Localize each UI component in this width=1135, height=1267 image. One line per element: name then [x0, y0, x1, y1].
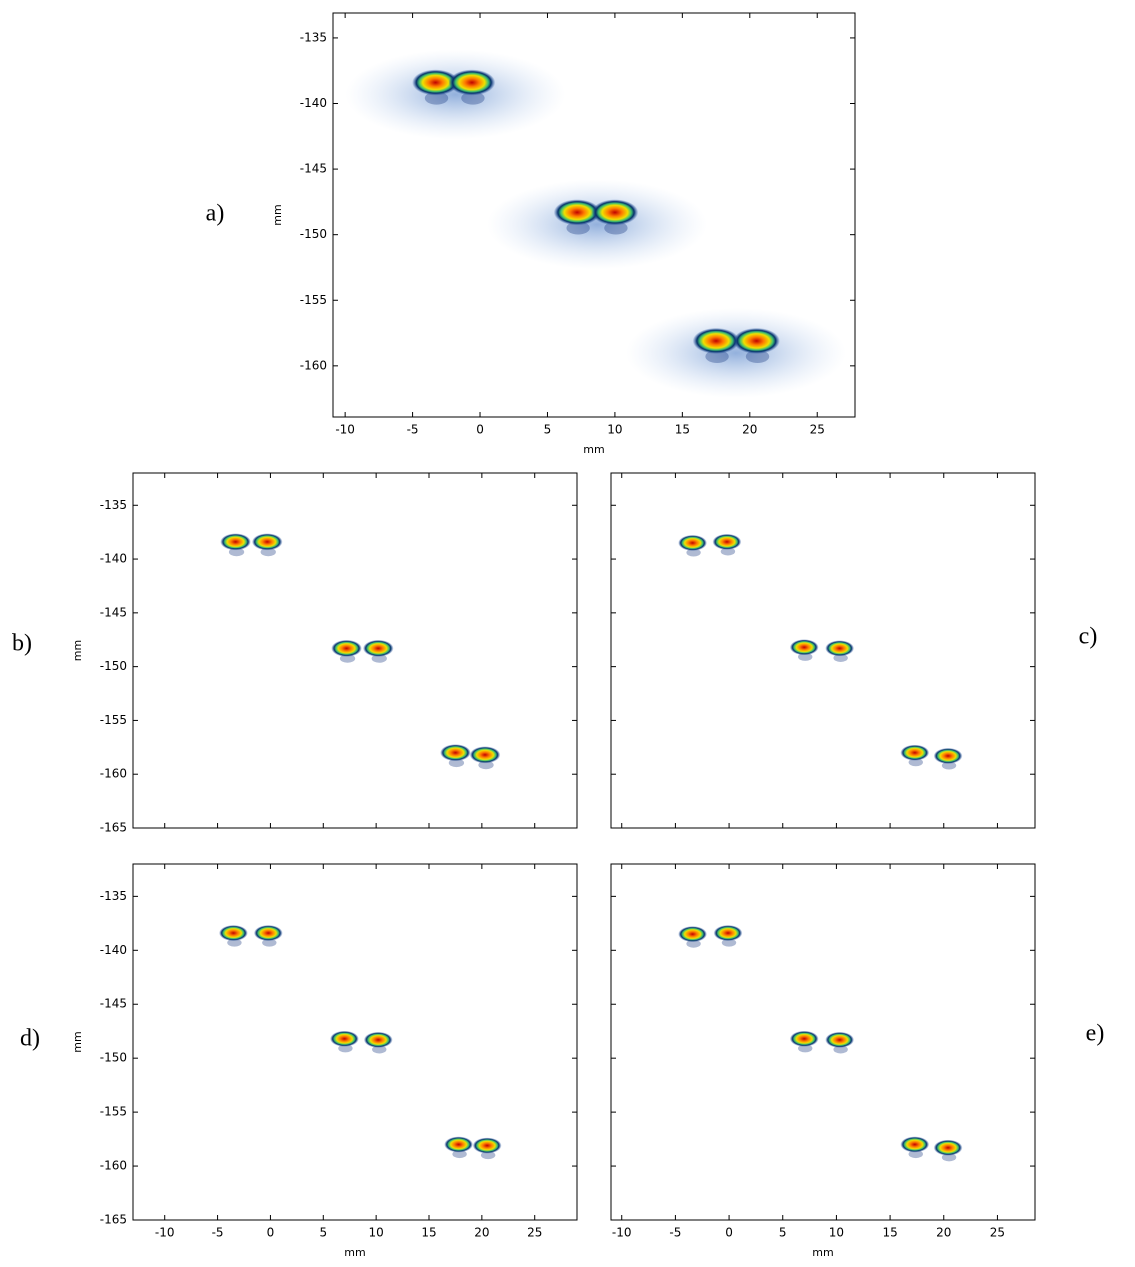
x-tick-label: 5: [544, 423, 552, 437]
spot: [713, 925, 743, 942]
spot: [253, 925, 283, 942]
x-axis-label: mm: [812, 1246, 833, 1259]
x-tick-label: 5: [779, 1226, 787, 1240]
spot: [678, 926, 707, 943]
y-tick-label: -165: [100, 821, 127, 835]
y-tick-label: -140: [300, 96, 327, 110]
x-tick-label: 0: [267, 1226, 275, 1240]
panel-label: e): [1086, 1021, 1105, 1047]
y-tick-label: -150: [300, 227, 327, 241]
axes-frame: [132, 863, 578, 1221]
y-axis-label: mm: [71, 640, 84, 661]
spot: [678, 534, 707, 551]
y-tick-label: -160: [100, 767, 127, 781]
spot: [444, 1136, 473, 1153]
y-tick-label: -135: [300, 30, 327, 44]
y-tick-label: -135: [100, 498, 127, 512]
spot: [825, 640, 855, 657]
y-tick-label: -155: [100, 713, 127, 727]
y-tick-label: -165: [100, 1213, 127, 1227]
x-tick-label: 10: [607, 423, 622, 437]
spot: [251, 533, 283, 551]
x-tick-label: 25: [810, 423, 825, 437]
y-tick-label: -145: [300, 162, 327, 176]
x-axis-label: mm: [344, 1246, 365, 1259]
y-tick-label: -140: [100, 552, 127, 566]
y-axis-label: mm: [71, 1031, 84, 1052]
axes-frame: [132, 472, 578, 829]
x-tick-label: 15: [882, 1226, 897, 1240]
x-tick-label: 25: [527, 1226, 542, 1240]
x-tick-label: 20: [936, 1226, 951, 1240]
panel: -135 -140 -145 -150 -155 -160 -165 mm b): [12, 472, 578, 835]
x-tick-label: -10: [335, 423, 355, 437]
x-tick-label: 10: [829, 1226, 844, 1240]
spot: [220, 533, 251, 551]
spot: [330, 1030, 359, 1047]
spot: [789, 639, 819, 656]
y-tick-label: -150: [100, 659, 127, 673]
panel: -10 -5 0 5 10 15 20 25 -135 -140 -145 -150 -155 -160 -…: [20, 863, 578, 1259]
y-tick-label: -155: [100, 1105, 127, 1119]
spot: [469, 746, 501, 764]
panel-label: a): [206, 201, 225, 227]
spot: [362, 639, 394, 657]
y-tick-label: -145: [100, 997, 127, 1011]
spot: [933, 747, 963, 764]
spot: [712, 533, 742, 550]
x-tick-label: -5: [212, 1226, 224, 1240]
axes-frame: [610, 863, 1036, 1221]
x-tick-label: -10: [155, 1226, 175, 1240]
spot: [472, 1137, 502, 1154]
panel: c): [610, 472, 1098, 829]
spot: [900, 1136, 930, 1153]
axes-frame: [332, 12, 856, 418]
spot: [448, 69, 496, 96]
panel-label: d): [20, 1026, 40, 1052]
x-tick-label: 15: [421, 1226, 436, 1240]
spot: [789, 1030, 819, 1047]
x-tick-label: -10: [612, 1226, 632, 1240]
y-tick-label: -150: [100, 1051, 127, 1065]
x-axis-label: mm: [583, 443, 604, 456]
x-tick-label: 20: [742, 423, 757, 437]
x-tick-label: 15: [675, 423, 690, 437]
haze: [345, 49, 566, 140]
x-tick-label: -5: [669, 1226, 681, 1240]
y-tick-label: -145: [100, 605, 127, 619]
haze: [487, 179, 708, 270]
haze: [626, 307, 847, 398]
spot: [412, 69, 459, 96]
spot: [440, 744, 471, 762]
y-axis-label: mm: [271, 204, 284, 225]
x-tick-label: 5: [319, 1226, 327, 1240]
x-tick-label: -5: [407, 423, 419, 437]
panel-label: b): [12, 631, 32, 657]
spot: [331, 639, 362, 657]
panel: -10 -5 0 5 10 15 20 25 mm e): [610, 863, 1105, 1259]
axes-frame: [610, 472, 1036, 829]
spot: [692, 327, 740, 354]
y-tick-label: -135: [100, 889, 127, 903]
x-tick-label: 25: [990, 1226, 1005, 1240]
spot: [591, 199, 639, 226]
panel: -10 -5 0 5 10 15 20 25 -135 -140 -145 -150 -155 -160 m…: [206, 12, 856, 456]
x-tick-label: 0: [476, 423, 484, 437]
y-tick-label: -160: [300, 358, 327, 372]
spot: [553, 199, 601, 226]
spot: [933, 1139, 963, 1156]
spot: [825, 1031, 855, 1048]
spot: [363, 1031, 393, 1048]
panel-label: c): [1079, 624, 1098, 650]
y-tick-label: -160: [100, 1159, 127, 1173]
x-tick-label: 20: [474, 1226, 489, 1240]
spot: [733, 327, 780, 354]
spot: [219, 925, 248, 942]
spot: [900, 744, 930, 761]
y-tick-label: -155: [300, 293, 327, 307]
x-tick-label: 0: [725, 1226, 733, 1240]
x-tick-label: 10: [369, 1226, 384, 1240]
y-tick-label: -140: [100, 943, 127, 957]
